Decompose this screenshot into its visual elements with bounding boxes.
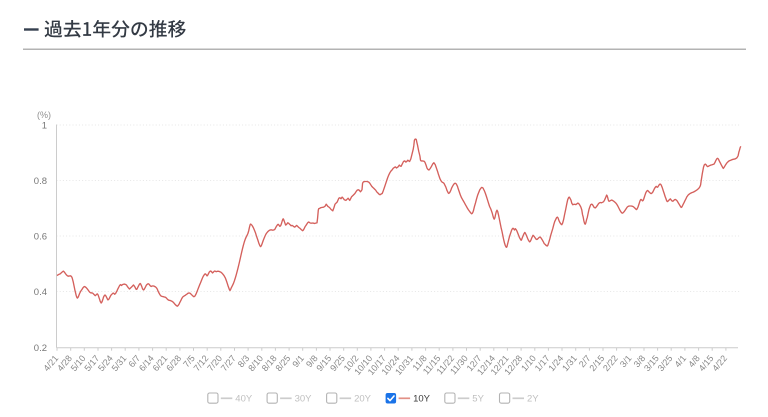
svg-text:0.6: 0.6 (34, 231, 47, 242)
svg-text:5Y: 5Y (472, 394, 484, 405)
svg-text:0.8: 0.8 (34, 176, 47, 187)
svg-text:(%): (%) (37, 110, 51, 120)
svg-text:40Y: 40Y (235, 394, 253, 405)
svg-text:30Y: 30Y (295, 394, 313, 405)
svg-text:0.4: 0.4 (34, 287, 47, 298)
svg-text:2Y: 2Y (527, 394, 539, 405)
svg-text:0.2: 0.2 (34, 343, 47, 354)
svg-text:10Y: 10Y (413, 394, 431, 405)
svg-text:1: 1 (42, 120, 47, 131)
svg-text:20Y: 20Y (354, 394, 372, 405)
